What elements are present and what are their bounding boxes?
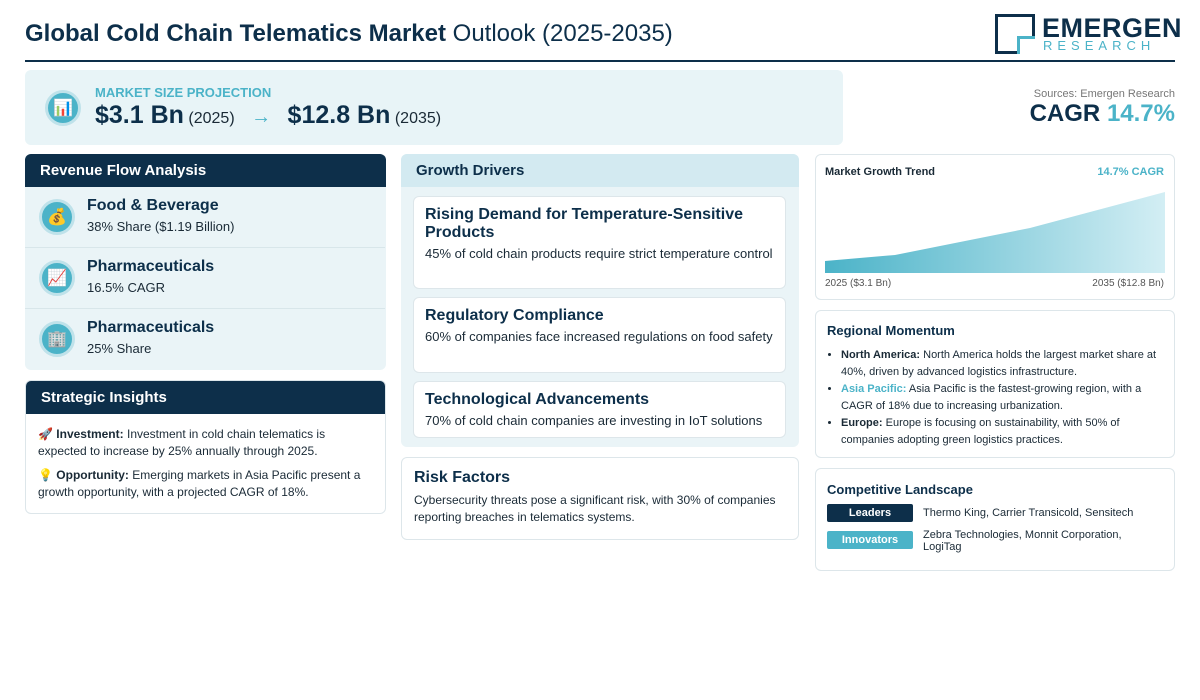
growth-drivers-card: Growth Drivers Rising Demand for Tempera… (401, 154, 799, 447)
risk-title: Risk Factors (414, 469, 511, 486)
competitive-title: Competitive Landscape (827, 482, 973, 497)
driver-title: Technological Advancements (425, 391, 650, 408)
regional-card: Regional Momentum North America: North A… (815, 310, 1175, 458)
regional-list: North America: North America holds the l… (827, 347, 1163, 448)
title-bold: Global Cold Chain Telematics Market (25, 20, 446, 47)
cagr-value: 14.7% (1106, 100, 1175, 127)
logo-bottom: RESEARCH (1043, 38, 1156, 53)
title-rest: Outlook (2025-2035) (452, 20, 673, 47)
logo-top: EMERGEN (1042, 13, 1183, 43)
insight: 💡 Opportunity: Emerging markets in Asia … (38, 468, 361, 499)
revenue-item: 💰 Food & Beverage 38% Share ($1.19 Billion… (25, 187, 385, 248)
insight: 🚀 Investment: Investment in cold chain t… (38, 427, 326, 458)
projection-label: MARKET SIZE PROJECTION (95, 85, 272, 100)
item-name: Pharmaceuticals (87, 258, 215, 275)
revenue-flow-card: Revenue Flow Analysis 💰 Food & Beverage 38… (25, 154, 386, 370)
driver-text: 60% of companies face increased regulati… (425, 329, 773, 344)
trend-end: 2035 ($12.8 Bn) (1092, 278, 1164, 289)
projection-values: $3.1 Bn (2025) → $12.8 Bn (2035) (95, 101, 441, 130)
icon: 💰 (39, 199, 75, 235)
logo-mark (995, 14, 1035, 54)
trend-start: 2025 ($3.1 Bn) (825, 278, 892, 289)
region-label: Asia Pacific: (841, 383, 907, 395)
tier-badge: Leaders (827, 504, 913, 522)
sources: Sources: Emergen Research (1033, 88, 1175, 100)
item-detail: 16.5% CAGR (87, 280, 166, 295)
trend-shape (825, 192, 1165, 273)
region-text: Asia Pacific is the fastest-growing regi… (841, 383, 1142, 412)
driver: Technological Advancements 70% of cold ch… (413, 381, 786, 438)
region-label: Europe: (841, 417, 883, 429)
revenue-item: 🏢 Pharmaceuticals 25% Share (25, 309, 385, 370)
tier-text: Zebra Technologies, Monnit Corporation, … (923, 529, 1122, 553)
driver: Rising Demand for Temperature-Sensitive … (413, 196, 786, 289)
driver-title: Regulatory Compliance (425, 307, 604, 324)
card-header: Growth Drivers (401, 154, 799, 187)
trend-cagr: 14.7% CAGR (1097, 166, 1164, 178)
end-value: $12.8 Bn (287, 101, 391, 129)
region: Asia Pacific: Asia Pacific is the fastes… (841, 381, 1163, 414)
start-year: (2025) (188, 110, 235, 127)
cagr: CAGR 14.7% (1030, 100, 1175, 128)
region-text: North America holds the largest market s… (841, 349, 1157, 378)
insight-text: Emerging markets in Asia Pacific present… (38, 468, 361, 499)
icon: 🏢 (39, 321, 75, 357)
insight-label: Investment: (56, 427, 124, 441)
tier-badge: Innovators (827, 531, 913, 549)
item-name: Food & Beverage (87, 197, 219, 214)
insight-text: Investment in cold chain telematics is e… (38, 427, 326, 458)
insights-body: 🚀 Investment: Investment in cold chain t… (26, 414, 385, 513)
region: Europe: Europe is focusing on sustainabi… (841, 415, 1163, 448)
insights-card: Strategic Insights 🚀 Investment: Investm… (25, 380, 386, 514)
regional-title: Regional Momentum (827, 323, 955, 338)
page-title: Global Cold Chain Telematics Market Outl… (25, 20, 673, 48)
risk-card: Risk Factors Cybersecurity threats pose … (401, 457, 799, 540)
competitive-card: Competitive Landscape Leaders Thermo Kin… (815, 468, 1175, 571)
icon: 📈 (39, 260, 75, 296)
arrow: → (251, 106, 272, 128)
cagr-label: CAGR (1029, 100, 1101, 127)
region-text: Europe is focusing on sustainability, wi… (841, 417, 1120, 446)
revenue-item: 📈 Pharmaceuticals 16.5% CAGR (25, 248, 385, 309)
item-detail: 38% Share ($1.19 Billion) (87, 219, 235, 234)
item-detail: 25% Share (87, 341, 152, 356)
end-year: (2035) (394, 110, 442, 127)
projection-box: 📊 MARKET SIZE PROJECTION $3.1 Bn (2025) … (25, 70, 843, 145)
risk-text: Cybersecurity threats pose a significant… (414, 493, 776, 524)
driver-text: 45% of cold chain products require stric… (425, 246, 773, 261)
card-header: Strategic Insights (26, 381, 385, 414)
card-header: Revenue Flow Analysis (25, 154, 386, 187)
trend-title: Market Growth Trend (825, 166, 936, 178)
start-value: $3.1 Bn (95, 101, 184, 129)
trend-area (825, 192, 1165, 273)
driver-title: Rising Demand for Temperature-Sensitive … (425, 206, 743, 241)
region: North America: North America holds the l… (841, 347, 1163, 380)
trend-card: Market Growth Trend 14.7% CAGR 2025 ($3.… (815, 154, 1175, 300)
chart-icon: 📊 (45, 90, 81, 126)
header-rule (25, 60, 1175, 62)
tier-text: Thermo King, Carrier Transicold, Sensite… (923, 507, 1134, 519)
region-label: North America: (841, 349, 921, 361)
driver-text: 70% of cold chain companies are investin… (425, 413, 763, 428)
item-name: Pharmaceuticals (87, 319, 215, 336)
insight-label: Opportunity: (56, 468, 129, 482)
driver: Regulatory Compliance 60% of companies fa… (413, 297, 786, 373)
